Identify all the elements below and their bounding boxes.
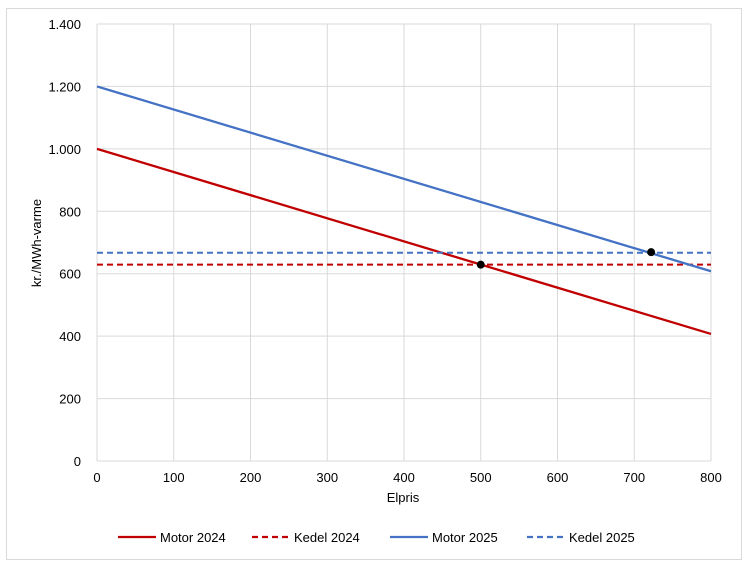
gridlines bbox=[96, 23, 712, 462]
legend-label: Motor 2024 bbox=[160, 530, 226, 545]
legend: Motor 2024 Kedel 2024 Motor 2025 Kedel 2025 bbox=[118, 530, 635, 545]
x-tick-label: 300 bbox=[316, 470, 338, 485]
y-tick-label: 1.000 bbox=[48, 142, 81, 157]
x-tick-label: 700 bbox=[623, 470, 645, 485]
x-tick-label: 600 bbox=[547, 470, 569, 485]
y-tick-label: 200 bbox=[59, 392, 81, 407]
x-tick-label: 100 bbox=[163, 470, 185, 485]
legend-label: Motor 2025 bbox=[432, 530, 498, 545]
x-tick-label: 800 bbox=[700, 470, 722, 485]
y-tick-label: 600 bbox=[59, 267, 81, 282]
legend-label: Kedel 2024 bbox=[294, 530, 360, 545]
x-tick-label: 0 bbox=[93, 470, 100, 485]
x-axis-title: Elpris bbox=[387, 490, 420, 505]
x-tick-label: 400 bbox=[393, 470, 415, 485]
y-tick-label: 1.400 bbox=[48, 17, 81, 32]
tick-labels: 0 100 200 300 400 500 600 700 800 0 200 400 600 800 1.… bbox=[48, 17, 721, 485]
legend-label: Kedel 2025 bbox=[569, 530, 635, 545]
chart-frame bbox=[6, 8, 742, 560]
x-tick-label: 500 bbox=[470, 470, 492, 485]
intersection-marker bbox=[647, 248, 656, 257]
intersection-markers bbox=[476, 248, 656, 269]
y-tick-label: 0 bbox=[74, 454, 81, 469]
x-tick-label: 200 bbox=[240, 470, 262, 485]
series-line bbox=[96, 85, 712, 273]
intersection-marker bbox=[476, 260, 485, 269]
series-lines bbox=[96, 85, 712, 336]
y-axis-title: kr./MWh-varme bbox=[29, 199, 44, 287]
series-line bbox=[96, 147, 712, 336]
y-tick-label: 1.200 bbox=[48, 79, 81, 94]
y-tick-label: 400 bbox=[59, 329, 81, 344]
y-tick-label: 800 bbox=[59, 204, 81, 219]
